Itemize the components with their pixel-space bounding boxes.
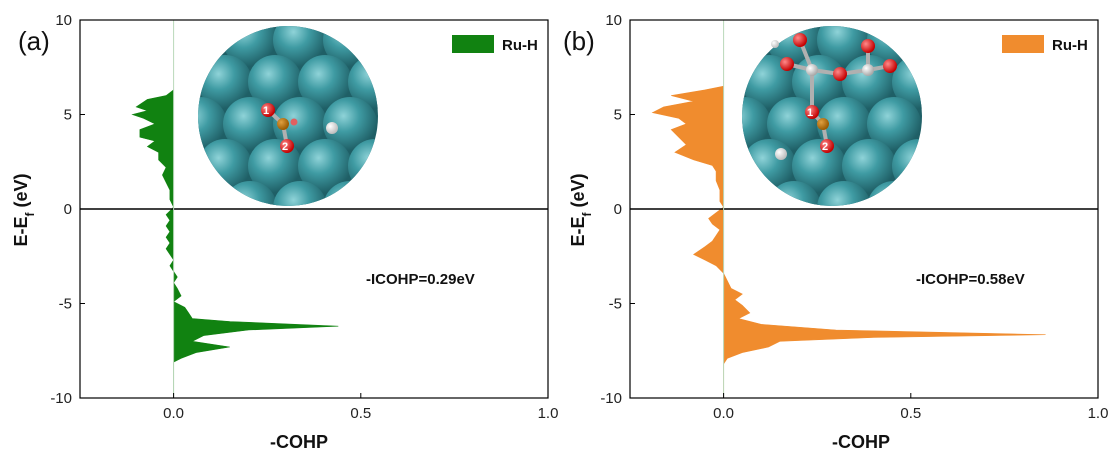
x-tick-label: 0.0 xyxy=(713,405,734,422)
adsorbate: 1 2 xyxy=(771,33,897,160)
svg-text:1: 1 xyxy=(263,105,269,117)
x-axis-label: -COHP xyxy=(832,432,890,452)
svg-text:2: 2 xyxy=(282,141,288,153)
svg-text:1: 1 xyxy=(807,107,813,119)
cohp-area xyxy=(651,85,1046,398)
y-tick-label: 10 xyxy=(605,12,622,29)
panel-a: (a) 0.0 0.5 1.0 -10 -5 0 5 10 -COHP E-Ef (eV) R… xyxy=(11,12,558,452)
x-tick-label: 1.0 xyxy=(538,405,559,422)
legend: Ru-H xyxy=(452,35,538,54)
icohp-annotation: -ICOHP=0.58eV xyxy=(916,271,1025,288)
legend: Ru-H xyxy=(1002,35,1088,54)
cohp-area xyxy=(131,89,339,398)
x-axis-label: -COHP xyxy=(270,432,328,452)
y-tick-label: -10 xyxy=(50,390,72,407)
y-tick-label: 5 xyxy=(614,107,622,124)
panel-label: (a) xyxy=(18,26,50,56)
y-tick-label: -5 xyxy=(609,296,622,313)
y-tick-label: -5 xyxy=(59,296,72,313)
panel-b: (b) 0.0 0.5 1.0 -10 -5 0 5 10 -COHP E-Ef (eV) R… xyxy=(563,12,1108,452)
y-axis-label: E-Ef (eV) xyxy=(568,173,594,246)
adsorbate: 1 2 xyxy=(261,103,338,153)
panel-label: (b) xyxy=(563,26,595,56)
legend-swatch xyxy=(1002,35,1044,53)
legend-label: Ru-H xyxy=(502,37,538,54)
ru-surface xyxy=(742,26,922,206)
y-tick-label: 0 xyxy=(64,201,72,218)
y-tick-label: -10 xyxy=(600,390,622,407)
x-tick-label: 0.5 xyxy=(350,405,371,422)
structure-inset: 1 2 xyxy=(198,26,378,206)
y-tick-label: 0 xyxy=(614,201,622,218)
y-tick-label: 10 xyxy=(55,12,72,29)
legend-swatch xyxy=(452,35,494,53)
structure-inset: 1 2 xyxy=(742,26,922,206)
y-axis-label: E-Ef (eV) xyxy=(11,173,37,246)
svg-text:2: 2 xyxy=(822,141,828,153)
icohp-annotation: -ICOHP=0.29eV xyxy=(366,271,475,288)
x-tick-label: 0.0 xyxy=(163,405,184,422)
y-tick-label: 5 xyxy=(64,107,72,124)
legend-label: Ru-H xyxy=(1052,37,1088,54)
x-tick-label: 1.0 xyxy=(1088,405,1109,422)
x-tick-label: 0.5 xyxy=(900,405,921,422)
